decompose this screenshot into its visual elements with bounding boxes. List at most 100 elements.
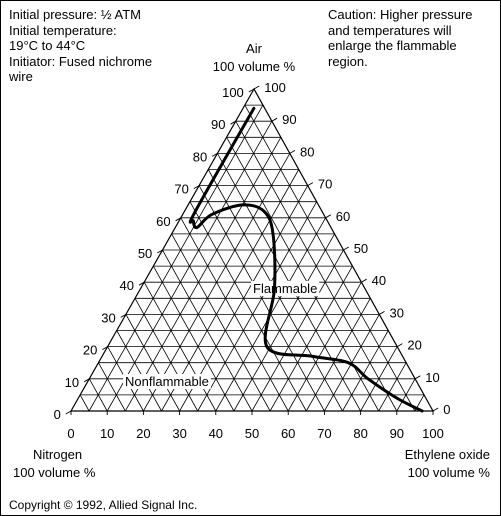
tick-label-right: 90: [282, 112, 296, 127]
grid-line-nitrogen: [189, 201, 307, 412]
flammability-boundary-curve: [188, 106, 424, 413]
tick-label-right: 0: [443, 402, 450, 417]
grid-line-nitrogen: [171, 233, 271, 412]
tick-mark-right: [325, 214, 332, 219]
tick-label-left: 50: [138, 246, 152, 261]
grid-line-nitrogen: [116, 330, 162, 412]
grid-line-ethylene-oxide: [233, 233, 335, 412]
grid-line-ethylene-oxide: [305, 298, 371, 412]
grid-line-nitrogen: [79, 394, 90, 412]
tick-label-right: 30: [389, 305, 403, 320]
tick-label-right: 70: [318, 177, 332, 192]
tick-mark-left: [193, 185, 200, 189]
copyright-notice: Copyright © 1992, Allied Signal Inc.: [9, 498, 198, 512]
test-conditions-note: Initial pressure: ½ ATM Initial temperat…: [9, 7, 153, 84]
tick-label-left: 0: [54, 407, 61, 422]
tick-mark-right: [343, 246, 349, 251]
tick-label-right: 40: [372, 273, 386, 288]
grid-line-nitrogen: [134, 298, 199, 412]
tick-label-right: 80: [300, 144, 314, 159]
tick-mark-right: [361, 278, 367, 283]
tick-mark-left: [230, 120, 236, 125]
tick-label-bottom: 20: [136, 426, 150, 441]
caution-note: Caution: Higher pressure and temperature…: [328, 7, 473, 69]
grid-line-ethylene-oxide: [287, 282, 362, 412]
tick-label-bottom: 90: [390, 426, 404, 441]
grid-line-ethylene-oxide: [269, 265, 353, 412]
tick-mark-right: [289, 150, 296, 154]
flammable-region-label: Flammable: [253, 281, 317, 296]
tick-mark-left: [120, 314, 127, 318]
grid-line-nitrogen: [244, 104, 416, 412]
tick-label-left: 10: [65, 375, 79, 390]
grid-line-nitrogen: [125, 314, 180, 412]
nitrogen-sub-label: 100 volume %: [13, 465, 96, 480]
tick-label-right: 100: [264, 80, 286, 95]
grid-line-ethylene-oxide: [197, 201, 317, 412]
tick-label-left: 40: [120, 278, 134, 293]
tick-label-right: 60: [336, 209, 350, 224]
tick-label-left: 100: [222, 85, 244, 100]
nonflammable-label-background: [123, 374, 211, 389]
tick-label-bottom: 30: [172, 426, 186, 441]
flammable-label-background: [251, 281, 320, 296]
tick-label-left: 70: [174, 182, 188, 197]
tick-mark-right: [414, 375, 421, 380]
tick-label-bottom: 80: [353, 426, 367, 441]
tick-label-bottom: 0: [67, 426, 74, 441]
grid-line-nitrogen: [88, 378, 108, 412]
grid-line-ethylene-oxide: [161, 169, 300, 412]
grid-lines: [79, 104, 425, 412]
tick-label-left: 90: [211, 117, 225, 132]
ethylene-oxide-sub-label: 100 volume %: [408, 465, 491, 480]
tick-label-left: 20: [83, 343, 97, 358]
tick-mark-right: [253, 85, 260, 90]
tick-label-bottom: 10: [100, 426, 114, 441]
tick-mark-right: [307, 182, 314, 186]
grid-line-ethylene-oxide: [324, 314, 380, 412]
grid-line-nitrogen: [98, 362, 126, 412]
tick-label-left: 30: [101, 310, 115, 325]
grid-line-ethylene-oxide: [124, 137, 282, 412]
region-labels: Flammable Nonflammable: [123, 281, 320, 389]
tick-marks: [65, 85, 439, 415]
tick-label-right: 20: [407, 338, 421, 353]
grid-line-ethylene-oxide: [378, 362, 407, 412]
tick-label-right: 50: [354, 241, 368, 256]
tick-mark-left: [248, 88, 255, 93]
tick-mark-left: [175, 217, 182, 222]
tick-mark-left: [211, 153, 218, 157]
tick-mark-left: [83, 378, 90, 383]
grid-line-nitrogen: [153, 265, 235, 412]
tick-label-bottom: 60: [281, 426, 295, 441]
tick-mark-right: [396, 343, 403, 347]
nitrogen-label: Nitrogen: [33, 447, 82, 462]
grid-line-ethylene-oxide: [251, 249, 344, 412]
grid-line-nitrogen: [162, 249, 253, 412]
ethylene-oxide-label: Ethylene oxide: [405, 447, 490, 462]
tick-label-bottom: 70: [317, 426, 331, 441]
air-sub-label: 100 volume %: [213, 59, 296, 74]
tick-label-bottom: 50: [245, 426, 259, 441]
tick-mark-left: [102, 346, 108, 350]
tick-label-bottom: 40: [209, 426, 223, 441]
tick-label-right: 10: [425, 370, 439, 385]
grid-line-ethylene-oxide: [396, 378, 416, 412]
tick-mark-left: [65, 410, 72, 415]
grid-line-ethylene-oxide: [88, 104, 264, 412]
tick-label-left: 60: [156, 214, 170, 229]
grid-line-ethylene-oxide: [360, 346, 398, 412]
tick-mark-right: [379, 311, 385, 315]
air-label: Air: [246, 41, 263, 56]
grid-line-ethylene-oxide: [342, 330, 389, 412]
tick-mark-right: [432, 407, 439, 412]
tick-mark-right: [271, 117, 278, 122]
tick-mark-left: [138, 281, 145, 286]
tick-mark-left: [157, 249, 163, 254]
component-labels: Air 100 volume % Nitrogen 100 volume % E…: [13, 41, 490, 480]
grid-line-nitrogen: [143, 282, 217, 412]
tick-label-left: 80: [193, 149, 207, 164]
